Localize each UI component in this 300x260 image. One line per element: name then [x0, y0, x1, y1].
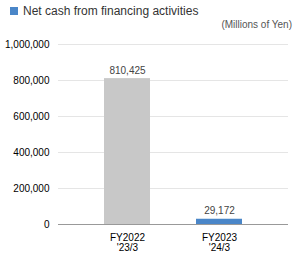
svg-text:810,425: 810,425	[109, 65, 146, 76]
svg-text:800,000: 800,000	[13, 75, 50, 86]
html-text:(Millions of Yen): (Millions of Yen)	[221, 19, 292, 30]
svg-text:200,000: 200,000	[13, 183, 50, 194]
html-text:Net cash from financing activi: Net cash from financing activities	[23, 4, 199, 18]
svg-text:400,000: 400,000	[13, 147, 50, 158]
svg-text:FY2022'23/3: FY2022'23/3	[110, 232, 145, 253]
svg-text:600,000: 600,000	[13, 111, 50, 122]
svg-text:29,172: 29,172	[204, 205, 235, 216]
svg-text:1,000,000: 1,000,000	[5, 39, 50, 50]
svg-text:FY2023'24/3: FY2023'24/3	[202, 232, 237, 253]
svg-text:0: 0	[44, 219, 50, 230]
